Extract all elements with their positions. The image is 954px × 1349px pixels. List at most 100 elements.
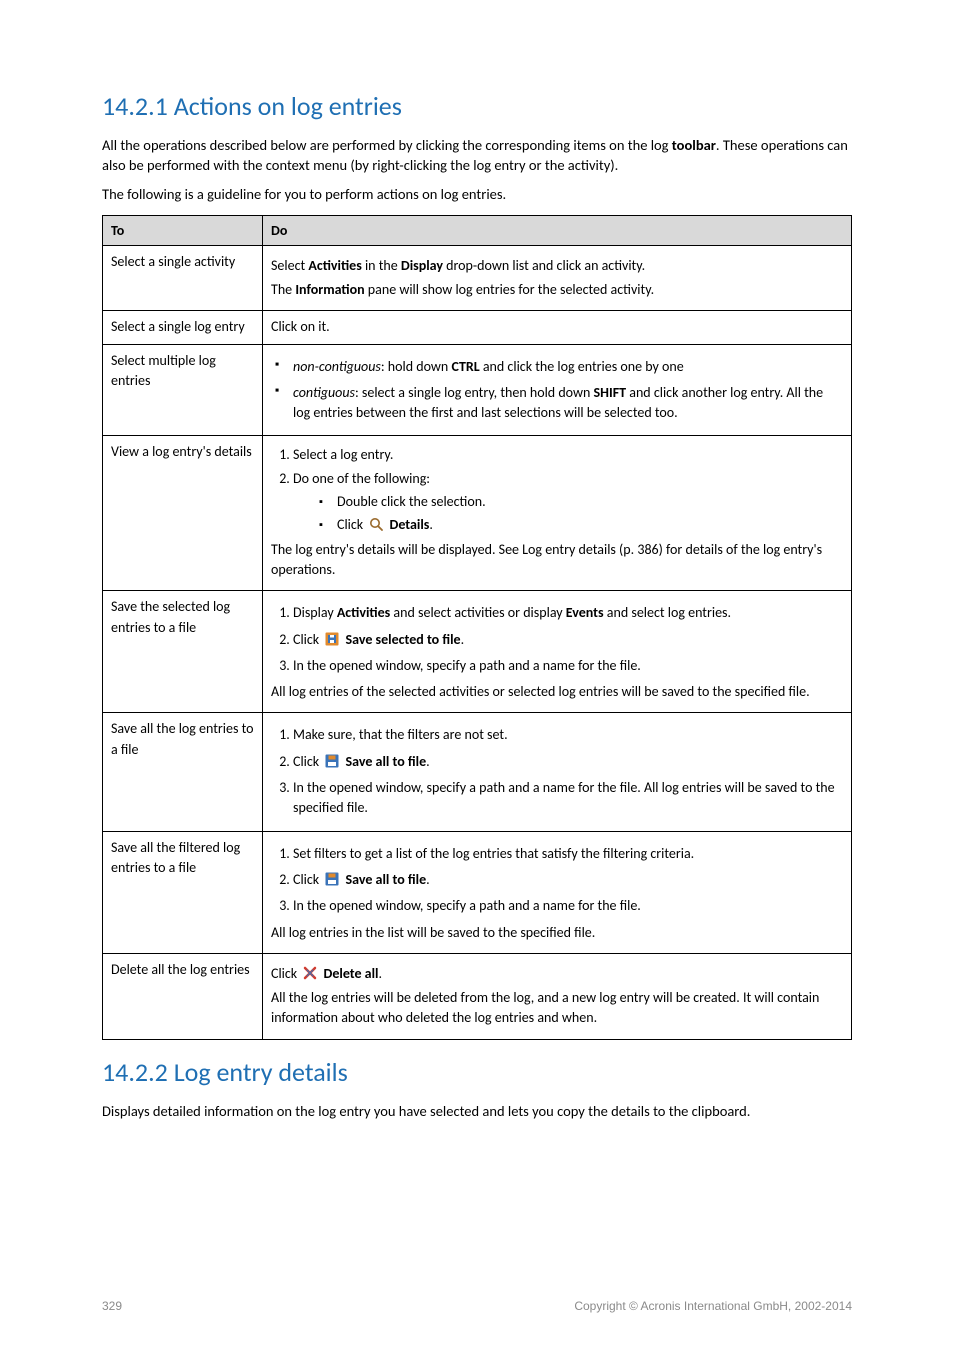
table-header-row: To Do [103,215,852,245]
text: Select [271,257,308,274]
list-item: Set filters to get a list of the log ent… [293,844,843,864]
text: . [429,516,433,533]
text: pane will show log entries for the selec… [365,281,655,298]
table-row: Save all the filtered log entries to a f… [103,831,852,953]
text-bold: Events [566,604,604,621]
table-row: Select a single log entry Click on it. [103,311,852,344]
outro-paragraph: Displays detailed information on the log… [102,1102,852,1122]
table-row: Select multiple log entries non-contiguo… [103,344,852,436]
text: Click [293,631,322,648]
text-italic: non-contiguous [293,358,381,375]
list-item: contiguous: select a single log entry, t… [271,383,843,424]
cell-do: Click Delete all. All the log entries wi… [263,953,852,1039]
magnifier-icon [368,516,384,532]
numbered-list: Set filters to get a list of the log ent… [271,844,843,917]
delete-all-icon [302,965,318,981]
cell-do: Display Activities and select activities… [263,591,852,713]
text: and click the log entries one by one [480,358,684,375]
text-bold: Delete all [324,965,379,982]
bullet-list: non-contiguous: hold down CTRL and click… [271,357,843,424]
text: . [461,631,465,648]
text: All the operations described below are p… [102,136,672,154]
text: . [426,753,430,770]
list-item: Click Save all to file. [293,870,843,890]
text-line: The Information pane will show log entri… [271,280,843,300]
text: : select a single log entry, then hold d… [355,384,594,401]
actions-table: To Do Select a single activity Select Ac… [102,215,852,1040]
text-bold: Information [295,281,364,298]
cell-to: Save all the filtered log entries to a f… [103,831,263,953]
text-bold: CTRL [451,358,479,375]
text-line: The log entry's details will be displaye… [271,540,843,581]
list-item: In the opened window, specify a path and… [293,896,843,916]
text-bold: Save selected to file [346,631,461,648]
save-all-icon [324,871,340,887]
text-bold: Display [401,257,443,274]
text-bold: Details [390,516,430,533]
section-heading-14-2-2: 14.2.2 Log entry details [102,1056,852,1088]
cell-to: Save all the log entries to a file [103,713,263,831]
table-row: View a log entry's details Select a log … [103,436,852,591]
text-bold: Save all to file [346,753,427,770]
cell-do: Make sure, that the filters are not set.… [263,713,852,831]
text-line: Click Delete all. [271,964,843,984]
text-bold: SHIFT [594,384,627,401]
section-heading-14-2-1: 14.2.1 Actions on log entries [102,90,852,122]
cell-to: Select a single activity [103,245,263,311]
text-line: All log entries of the selected activiti… [271,682,843,702]
list-item: Select a log entry. [293,445,843,465]
page-footer: 329 Copyright © Acronis International Gm… [102,1299,852,1313]
list-item: Make sure, that the filters are not set. [293,725,843,745]
table-row: Delete all the log entries Click Delete … [103,953,852,1039]
text-italic: contiguous [293,384,355,401]
list-item: Click Save all to file. [293,752,843,772]
text: : hold down [381,358,452,375]
sub-bullet-list: Double click the selection. Click Detail… [293,492,843,536]
numbered-list: Select a log entry. Do one of the follow… [271,445,843,535]
list-item: non-contiguous: hold down CTRL and click… [271,357,843,377]
text-line: All the log entries will be deleted from… [271,988,843,1029]
intro-paragraph-1: All the operations described below are p… [102,136,852,175]
text-line: All log entries in the list will be save… [271,923,843,943]
text-bold: Save all to file [346,871,427,888]
table-row: Save all the log entries to a file Make … [103,713,852,831]
list-item: Click Save selected to file. [293,630,843,650]
numbered-list: Make sure, that the filters are not set.… [271,725,843,818]
list-item: In the opened window, specify a path and… [293,656,843,676]
text: Click [293,871,322,888]
copyright-text: Copyright © Acronis International GmbH, … [574,1299,852,1313]
text-line: Select Activities in the Display drop-do… [271,256,843,276]
save-all-icon [324,753,340,769]
text: . [426,871,430,888]
page-number: 329 [102,1299,122,1313]
list-item: Click Details. [319,515,843,535]
cell-to: Delete all the log entries [103,953,263,1039]
cell-to: Select a single log entry [103,311,263,344]
th-do: Do [263,215,852,245]
cell-do: Click on it. [263,311,852,344]
th-to: To [103,215,263,245]
cell-do: Select Activities in the Display drop-do… [263,245,852,311]
text: and select log entries. [604,604,731,621]
table-row: Save the selected log entries to a file … [103,591,852,713]
cell-to: Select multiple log entries [103,344,263,436]
text: Do one of the following: [293,470,430,487]
list-item: Double click the selection. [319,492,843,512]
list-item: Display Activities and select activities… [293,603,843,623]
list-item: In the opened window, specify a path and… [293,778,843,819]
text: in the [362,257,401,274]
intro-paragraph-2: The following is a guideline for you to … [102,185,852,205]
table-row: Select a single activity Select Activiti… [103,245,852,311]
numbered-list: Display Activities and select activities… [271,603,843,676]
list-item: Do one of the following: Double click th… [293,469,843,536]
text-bold: Activities [308,257,361,274]
cell-do: Set filters to get a list of the log ent… [263,831,852,953]
text: . [378,965,382,982]
text: Display [293,604,337,621]
cell-to: Save the selected log entries to a file [103,591,263,713]
text: Click [293,753,322,770]
text: drop-down list and click an activity. [443,257,645,274]
cell-do: Select a log entry. Do one of the follow… [263,436,852,591]
text-bold: Activities [337,604,390,621]
cell-to: View a log entry's details [103,436,263,591]
